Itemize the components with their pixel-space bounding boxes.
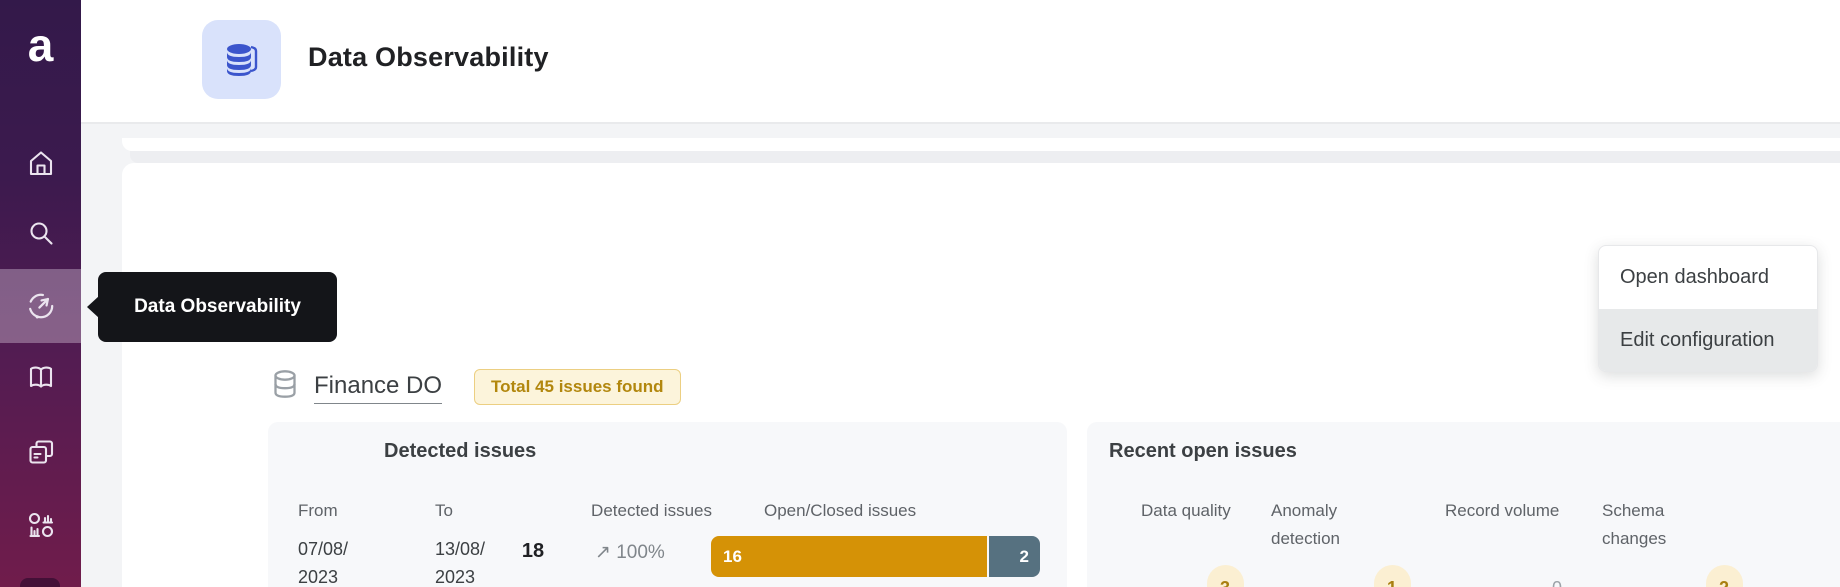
col-from: From	[298, 501, 338, 520]
tooltip-label: Data Observability	[134, 296, 301, 317]
detected-issues-title: Detected issues	[384, 440, 537, 462]
col-detected: Detected issues	[591, 501, 712, 520]
menu-item-open-dashboard[interactable]: Open dashboard	[1620, 266, 1770, 288]
app-header: Data Observability	[81, 0, 1840, 124]
sidebar-item-data-observability[interactable]	[0, 269, 81, 343]
row-to-date: 13/08/2023	[435, 539, 486, 587]
sidebar: a	[0, 0, 81, 587]
issues-total-badge: Total 45 issues found	[474, 369, 681, 405]
recent-open-issues-title: Recent open issues	[1109, 440, 1297, 462]
open-segment: 16	[711, 536, 987, 577]
menu-item-edit-configuration[interactable]: Edit configuration	[1599, 309, 1817, 371]
col-data-quality: Data quality	[1141, 501, 1231, 520]
database-icon	[274, 370, 296, 398]
book-icon	[29, 366, 52, 388]
sidebar-item-library[interactable]	[0, 344, 81, 410]
context-menu: Open dashboard Edit configuration	[1598, 245, 1818, 372]
detected-count: 18	[521, 540, 545, 562]
recent-open-issues-panel	[1087, 422, 1840, 587]
issue-count-cell: 3	[1193, 565, 1257, 587]
page-title: Data Observability	[308, 42, 549, 72]
closed-segment: 2	[988, 536, 1040, 577]
database-icon	[226, 43, 257, 76]
sidebar-tooltip: Data Observability	[87, 272, 337, 342]
card-gap	[130, 151, 1840, 163]
issue-count-cell: 2	[1692, 565, 1756, 587]
home-icon	[29, 151, 52, 176]
issue-count-cell: 1	[1360, 565, 1424, 587]
data-observability-app-icon	[202, 20, 281, 99]
col-anomaly-detection: Anomaly detection	[1271, 501, 1340, 548]
tooltip-arrow	[87, 296, 99, 318]
trend-indicator: ↗ 100%	[595, 542, 665, 563]
open-closed-bar: 16 2	[711, 536, 1040, 577]
copy-icon	[28, 440, 53, 464]
sidebar-item-search[interactable]	[0, 200, 81, 266]
sidebar-item-apps[interactable]	[0, 492, 81, 558]
apps-grid-icon	[28, 512, 53, 538]
issue-count-cell: 0	[1525, 565, 1589, 587]
workspace-name-link[interactable]: Finance DO	[314, 372, 443, 404]
col-record-volume: Record volume	[1445, 501, 1560, 520]
row-from-date: 07/08/2023	[298, 539, 349, 587]
col-open-closed: Open/Closed issues	[764, 501, 917, 520]
sidebar-item-partial[interactable]	[20, 578, 60, 587]
col-schema-changes: Schema changes	[1602, 501, 1667, 548]
col-to: To	[435, 501, 453, 520]
observability-gauge-icon	[28, 293, 53, 319]
previous-card-edge	[122, 138, 1840, 151]
workspace-card: Finance DO Total 45 issues found Detecte…	[122, 163, 1840, 587]
sidebar-item-copies[interactable]	[0, 419, 81, 485]
search-icon	[29, 222, 53, 245]
sidebar-item-home[interactable]	[0, 130, 81, 196]
brand-logo: a	[27, 19, 54, 71]
